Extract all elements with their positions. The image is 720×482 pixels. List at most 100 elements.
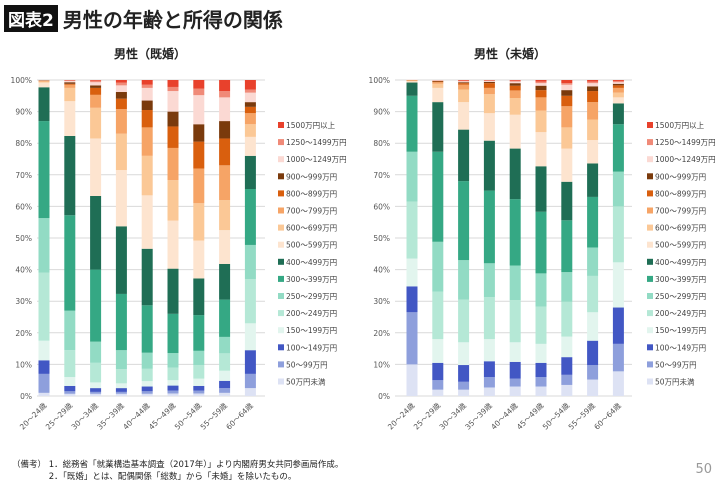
y-tick-label: 100% [11, 76, 32, 85]
bar-segment [142, 101, 153, 110]
bar-segment [536, 166, 547, 212]
bar-segment [64, 386, 75, 391]
y-tick-label: 60% [373, 202, 390, 211]
bar-segment [90, 82, 101, 85]
bar-segment [458, 130, 469, 182]
bar-segment [510, 379, 521, 387]
bar-segment [90, 342, 101, 363]
y-tick-label: 60% [15, 202, 32, 211]
legend-swatch [278, 208, 284, 214]
bar-segment [168, 314, 179, 353]
bar-segment [90, 138, 101, 196]
bar-segment [142, 305, 153, 352]
note-1: （備考） 1．総務省「就業構造基本調査（2017年）」より内閣府男女共同参画局作… [12, 458, 343, 470]
bar-segment [407, 364, 418, 396]
bar-segment [193, 89, 204, 96]
bar-segment [64, 377, 75, 386]
bar-segment [407, 202, 418, 259]
bar-segment [116, 83, 127, 86]
bar-segment [168, 148, 179, 180]
legend-swatch [278, 327, 284, 333]
y-tick-label: 10% [15, 360, 32, 369]
bar-segment [510, 300, 521, 342]
bar-segment [432, 84, 443, 88]
legend-label: 50〜99万円 [655, 360, 697, 369]
legend-swatch [278, 310, 284, 316]
bar-segment [458, 81, 469, 82]
bar-segment [39, 218, 50, 273]
bar-segment [432, 242, 443, 292]
legend-swatch [278, 276, 284, 282]
bar-segment [245, 113, 256, 124]
bar-segment [39, 121, 50, 218]
bar-segment [168, 353, 179, 368]
y-tick-label: 80% [15, 139, 32, 148]
legend-swatch [278, 225, 284, 231]
bar-segment [39, 83, 50, 88]
bar-segment [613, 172, 624, 207]
bar-segment [90, 363, 101, 383]
bar-segment [561, 106, 572, 127]
legend-label: 150〜199万円 [655, 326, 706, 335]
bar-segment [587, 276, 598, 312]
bar-segment [219, 381, 230, 388]
bar-segment [193, 80, 204, 89]
bar-segment [587, 312, 598, 340]
bar-segment [458, 83, 469, 85]
bar-segment [193, 203, 204, 240]
legend-swatch [647, 276, 653, 282]
bar-segment [510, 115, 521, 149]
bar-segment [432, 88, 443, 102]
bar-segment [587, 163, 598, 196]
bar-segment [168, 368, 179, 381]
bar-segment [458, 390, 469, 396]
bar-segment [484, 141, 495, 191]
bar-segment [245, 107, 256, 113]
bar-segment [142, 249, 153, 306]
bar-segment [458, 181, 469, 260]
bar-segment [458, 382, 469, 390]
bar-segment [407, 259, 418, 287]
bar-segment [90, 108, 101, 139]
y-tick-label: 20% [373, 329, 390, 338]
legend-label: 250〜299万円 [286, 292, 337, 301]
bar-segment [484, 81, 495, 82]
legend-swatch [278, 344, 284, 350]
bar-segment [510, 387, 521, 396]
bar-segment [116, 134, 127, 170]
bar-segment [64, 350, 75, 377]
bar-segment [613, 344, 624, 371]
bar-segment [536, 344, 547, 363]
bar-segment [484, 191, 495, 264]
bar-segment [407, 152, 418, 202]
bar-segment [536, 377, 547, 386]
bar-segment [219, 388, 230, 393]
y-tick-label: 0% [20, 392, 32, 401]
legend-label: 250〜299万円 [655, 292, 706, 301]
bar-segment [613, 84, 624, 86]
bar-segment [613, 308, 624, 344]
legend-swatch [647, 361, 653, 367]
bar-segment [142, 394, 153, 396]
bar-segment [484, 361, 495, 377]
bar-segment [561, 337, 572, 358]
legend-label: 1000〜1249万円 [286, 155, 347, 164]
bar-segment [536, 307, 547, 344]
legend-label: 700〜799万円 [286, 207, 337, 216]
bar-segment [64, 80, 75, 81]
bar-segment [484, 339, 495, 361]
bar-segment [116, 369, 127, 383]
bar-segment [142, 88, 153, 101]
bar-segment [39, 82, 50, 83]
bar-segment [90, 80, 101, 81]
bar-segment [245, 156, 256, 189]
bar-segment [64, 81, 75, 82]
legend-label: 500〜599万円 [286, 241, 337, 250]
legend-swatch [647, 139, 653, 145]
legend-label: 50万円未満 [655, 377, 695, 387]
bar-segment [142, 381, 153, 386]
legend-swatch [647, 122, 653, 128]
bar-segment [613, 81, 624, 82]
bar-segment [64, 311, 75, 351]
